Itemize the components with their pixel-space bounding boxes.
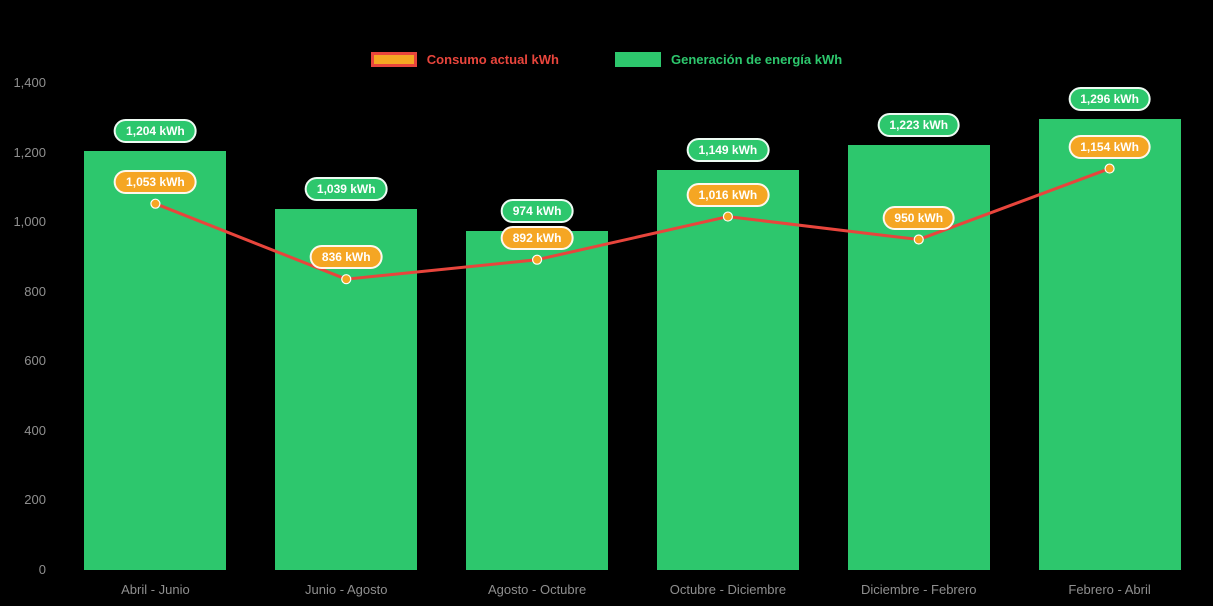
y-axis-tick-label: 800 — [24, 283, 46, 299]
x-axis-label: Octubre - Diciembre — [669, 582, 787, 597]
x-axis-label: Diciembre - Febrero — [860, 582, 977, 597]
legend-label-consumo: Consumo actual kWh — [426, 52, 559, 67]
y-axis-tick-label: 1,200 — [13, 144, 46, 160]
y-axis-tick-label: 1,400 — [13, 75, 46, 90]
y-axis-tick-label: 0 — [38, 562, 46, 577]
chart-legend: Consumo actual kWh Generación de energía… — [0, 52, 1213, 67]
x-axis-label: Agosto - Octubre — [487, 582, 587, 597]
y-axis-tick-label: 1,000 — [13, 214, 46, 230]
x-axis-label: Febrero - Abril — [1068, 582, 1151, 597]
y-axis-tick-label: 600 — [24, 353, 46, 369]
y-axis: 0 200 400 600 800 1,000 1,200 1,400 — [0, 0, 46, 606]
generation-bar — [466, 231, 609, 570]
y-axis-tick-label: 400 — [24, 422, 46, 438]
x-axis-label: Abril - Junio — [121, 582, 190, 597]
y-axis-tick-label: 200 — [24, 492, 46, 508]
legend-item-generacion[interactable]: Generación de energía kWh — [614, 52, 843, 67]
generacion-swatch-icon — [614, 52, 661, 67]
consumo-swatch-icon — [370, 52, 417, 67]
legend-item-consumo-actual[interactable]: Consumo actual kWh — [370, 52, 559, 67]
legend-label-generacion: Generación de energía kWh — [670, 52, 843, 67]
x-axis-label: Junio - Agosto — [305, 582, 388, 597]
